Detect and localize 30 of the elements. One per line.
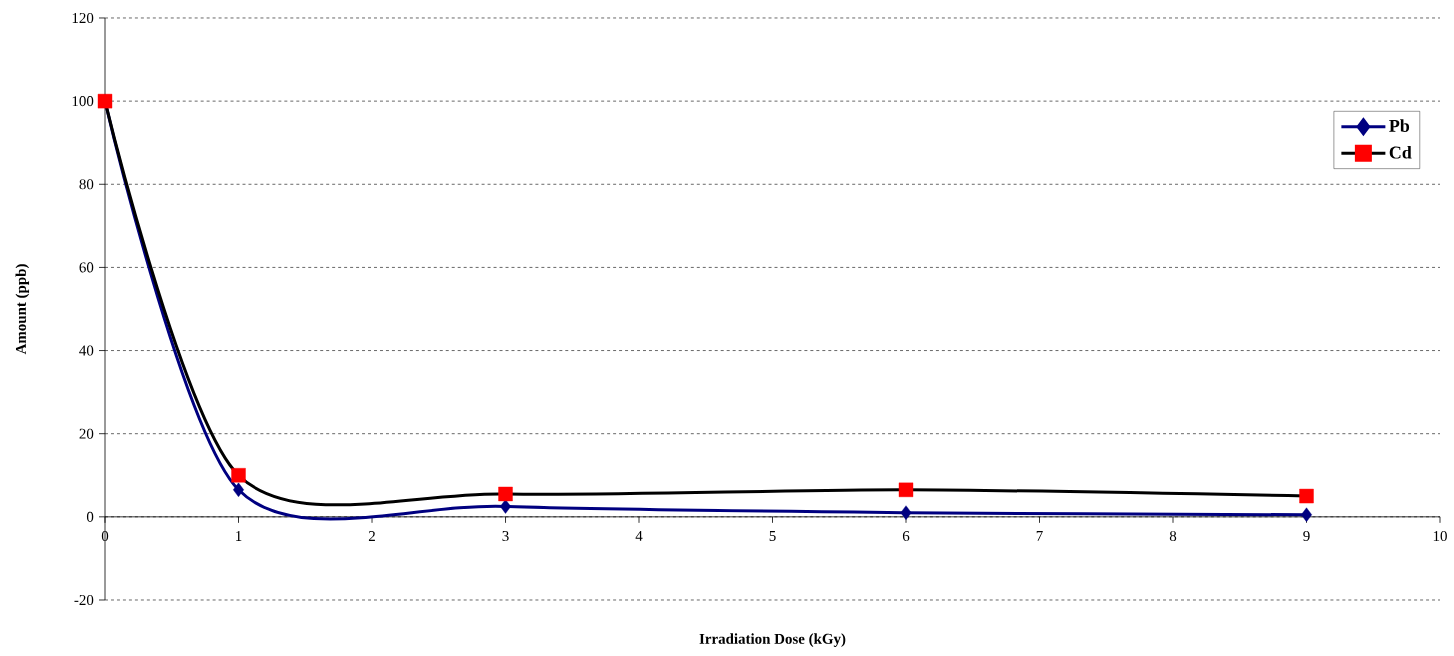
y-tick-label: 100 <box>72 96 94 107</box>
y-axis-title: Amount (ppb) <box>15 264 30 355</box>
point <box>1301 507 1312 522</box>
x-tick-label: 8 <box>1169 531 1177 542</box>
y-tick-label: 120 <box>72 12 94 24</box>
x-tick-label: 2 <box>368 531 375 541</box>
point <box>900 505 912 520</box>
y-tick-label: 40 <box>79 345 94 356</box>
y-tick-label: 60 <box>79 262 94 273</box>
point <box>231 468 246 483</box>
legend-label: Pb <box>1389 119 1410 132</box>
y-tick-label: 20 <box>79 428 94 439</box>
y-tick-label: -20 <box>74 594 94 606</box>
x-tick-label: 10 <box>1433 531 1447 542</box>
y-tick-label: 0 <box>86 511 94 522</box>
x-tick-label: 1 <box>236 531 242 541</box>
point <box>500 499 511 514</box>
x-tick-label: 0 <box>101 531 109 542</box>
point <box>498 486 513 502</box>
x-tick-label: 7 <box>1036 531 1043 541</box>
x-tick-label: 5 <box>769 531 776 541</box>
point <box>1299 488 1314 504</box>
x-tick-label: 9 <box>1303 531 1310 542</box>
x-axis-title: Irradiation Dose (kGy) <box>699 633 846 647</box>
y-tick-label: 80 <box>79 179 94 190</box>
x-tick-label: 6 <box>902 531 910 542</box>
point <box>898 482 914 498</box>
legend-label: Cd <box>1389 145 1412 159</box>
x-tick-label: 3 <box>502 531 509 542</box>
x-tick-label: 4 <box>635 531 643 541</box>
